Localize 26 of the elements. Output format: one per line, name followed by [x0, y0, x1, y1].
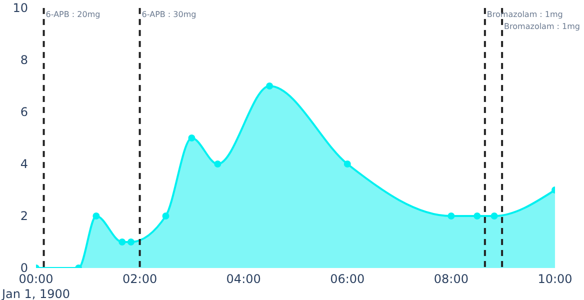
point [188, 134, 196, 142]
point [266, 82, 274, 90]
annotation: Bromazolam : 1mg [504, 22, 580, 31]
annotation: Bromazolam : 1mg [486, 10, 563, 19]
y-tick-label: 10 [12, 1, 28, 15]
point [448, 212, 455, 220]
point [490, 212, 498, 220]
annotation: 6-APB : 30mg [142, 10, 196, 19]
point [474, 212, 481, 220]
point [118, 238, 126, 246]
x-tick-label: 10:00 [538, 272, 572, 286]
point [344, 160, 351, 168]
point [162, 212, 170, 220]
y-tick-label: 6 [20, 105, 28, 119]
x-tick-label: 04:00 [226, 272, 261, 286]
point [127, 238, 134, 246]
x-tick-label: 08:00 [434, 272, 468, 286]
point [214, 160, 222, 168]
annotation: 6-APB : 20mg [46, 10, 100, 19]
y-tick-label: 2 [20, 209, 28, 223]
point [92, 212, 100, 220]
x-tick-label: 02:00 [122, 272, 158, 286]
y-tick-label: 4 [20, 157, 28, 171]
x-tick-label: 06:00 [330, 272, 365, 286]
y-tick-label: 0 [20, 261, 28, 275]
y-tick-label: 8 [20, 53, 28, 67]
